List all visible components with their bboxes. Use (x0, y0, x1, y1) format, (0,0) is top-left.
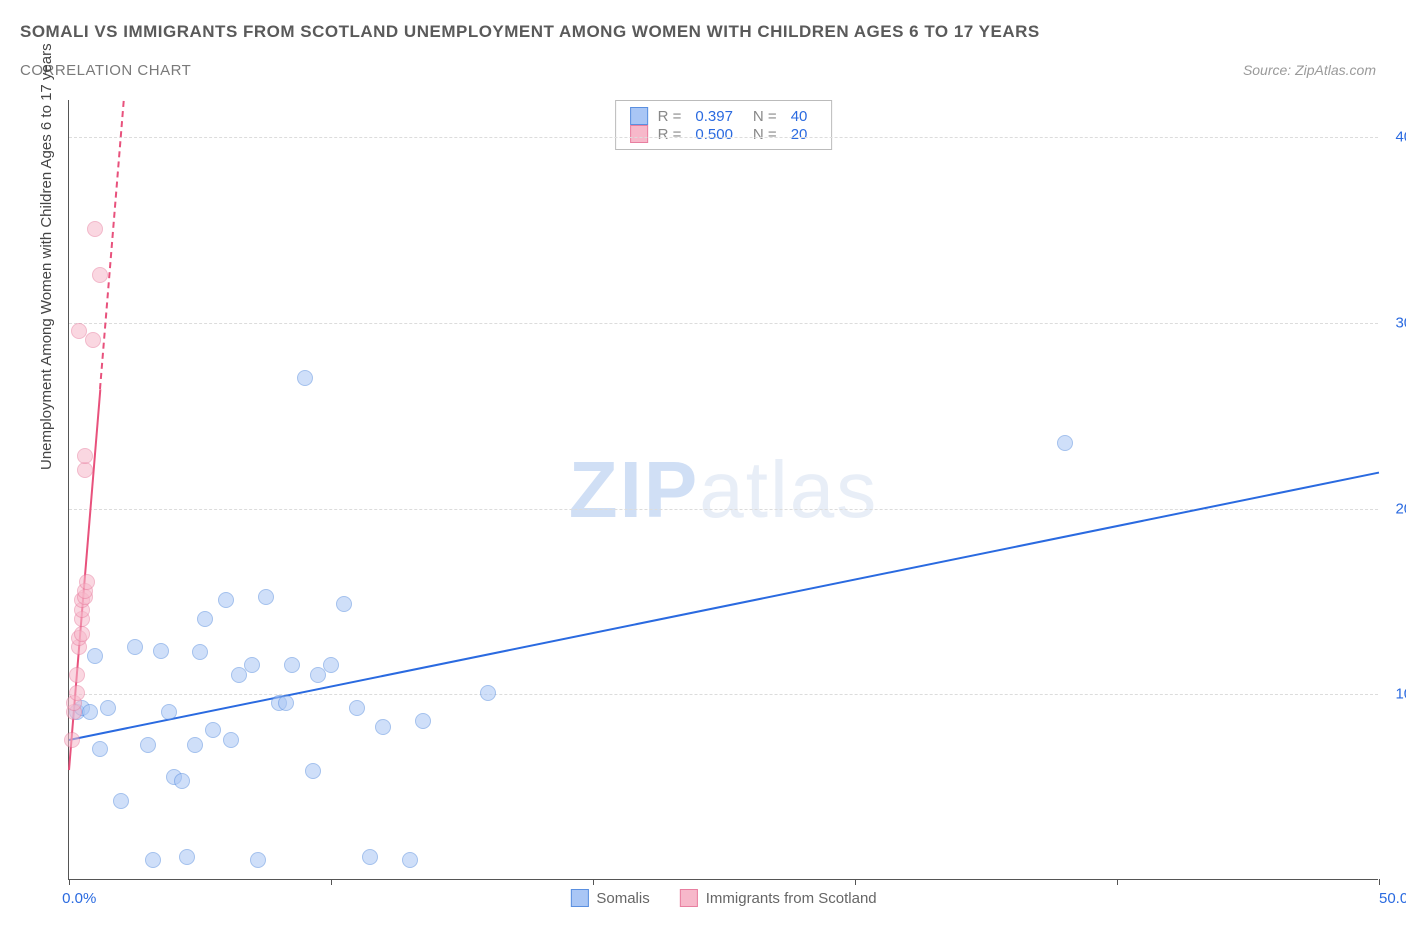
data-point (415, 713, 431, 729)
source-label: Source: ZipAtlas.com (1243, 62, 1376, 78)
data-point (480, 685, 496, 701)
legend-swatch (630, 125, 648, 143)
legend-n-value: 40 (791, 108, 808, 125)
data-point (336, 596, 352, 612)
data-point (82, 704, 98, 720)
data-point (223, 732, 239, 748)
data-point (127, 639, 143, 655)
data-point (113, 793, 129, 809)
legend-r-value: 0.397 (695, 108, 733, 125)
data-point (145, 852, 161, 868)
data-point (349, 700, 365, 716)
y-tick-label: 10.0% (1383, 686, 1406, 703)
data-point (85, 332, 101, 348)
data-point (71, 323, 87, 339)
legend-n-label: N = (753, 126, 777, 143)
x-tick (855, 879, 856, 885)
data-point (258, 589, 274, 605)
data-point (323, 657, 339, 673)
legend-r-label: R = (658, 126, 682, 143)
gridline (69, 137, 1378, 138)
data-point (284, 657, 300, 673)
series-legend-item: Somalis (570, 889, 649, 907)
legend-swatch (570, 889, 588, 907)
data-point (100, 700, 116, 716)
data-point (187, 737, 203, 753)
data-point (64, 732, 80, 748)
data-point (192, 644, 208, 660)
data-point (244, 657, 260, 673)
data-point (375, 719, 391, 735)
y-axis-label: Unemployment Among Women with Children A… (38, 43, 55, 470)
data-point (69, 667, 85, 683)
correlation-legend: R = 0.397 N = 40 R = 0.500 N = 20 (615, 100, 833, 150)
gridline (69, 509, 1378, 510)
x-tick (1117, 879, 1118, 885)
data-point (140, 737, 156, 753)
legend-r-label: R = (658, 108, 682, 125)
data-point (87, 221, 103, 237)
data-point (402, 852, 418, 868)
data-point (1057, 435, 1073, 451)
y-tick-label: 20.0% (1383, 500, 1406, 517)
data-point (174, 773, 190, 789)
x-tick (69, 879, 70, 885)
data-point (218, 592, 234, 608)
data-point (250, 852, 266, 868)
data-point (197, 611, 213, 627)
legend-row: R = 0.397 N = 40 (630, 107, 818, 125)
data-point (77, 448, 93, 464)
y-tick-label: 40.0% (1383, 129, 1406, 146)
gridline (69, 323, 1378, 324)
x-tick (331, 879, 332, 885)
data-point (79, 574, 95, 590)
data-point (77, 462, 93, 478)
data-point (297, 370, 313, 386)
x-tick (1379, 879, 1380, 885)
legend-swatch (680, 889, 698, 907)
data-point (92, 741, 108, 757)
legend-n-value: 20 (791, 126, 808, 143)
series-legend-item: Immigrants from Scotland (680, 889, 877, 907)
x-tick (593, 879, 594, 885)
data-point (362, 849, 378, 865)
trend-line (69, 471, 1379, 740)
series-legend-label: Somalis (596, 890, 649, 907)
chart-title: SOMALI VS IMMIGRANTS FROM SCOTLAND UNEMP… (20, 22, 1040, 42)
series-legend: Somalis Immigrants from Scotland (570, 889, 876, 907)
trend-line (99, 101, 125, 389)
data-point (87, 648, 103, 664)
watermark: ZIPatlas (569, 444, 878, 536)
x-tick-label: 0.0% (62, 890, 96, 907)
data-point (305, 763, 321, 779)
scatter-chart: ZIPatlas R =0.397N =40R =0.500N =20 Soma… (68, 100, 1378, 880)
legend-r-value: 0.500 (695, 126, 733, 143)
data-point (205, 722, 221, 738)
data-point (153, 643, 169, 659)
data-point (161, 704, 177, 720)
gridline (69, 694, 1378, 695)
data-point (92, 267, 108, 283)
data-point (74, 626, 90, 642)
legend-n-label: N = (753, 108, 777, 125)
y-tick-label: 30.0% (1383, 314, 1406, 331)
legend-swatch (630, 107, 648, 125)
data-point (278, 695, 294, 711)
series-legend-label: Immigrants from Scotland (706, 890, 877, 907)
data-point (69, 685, 85, 701)
legend-row: R = 0.500 N = 20 (630, 125, 818, 143)
data-point (179, 849, 195, 865)
